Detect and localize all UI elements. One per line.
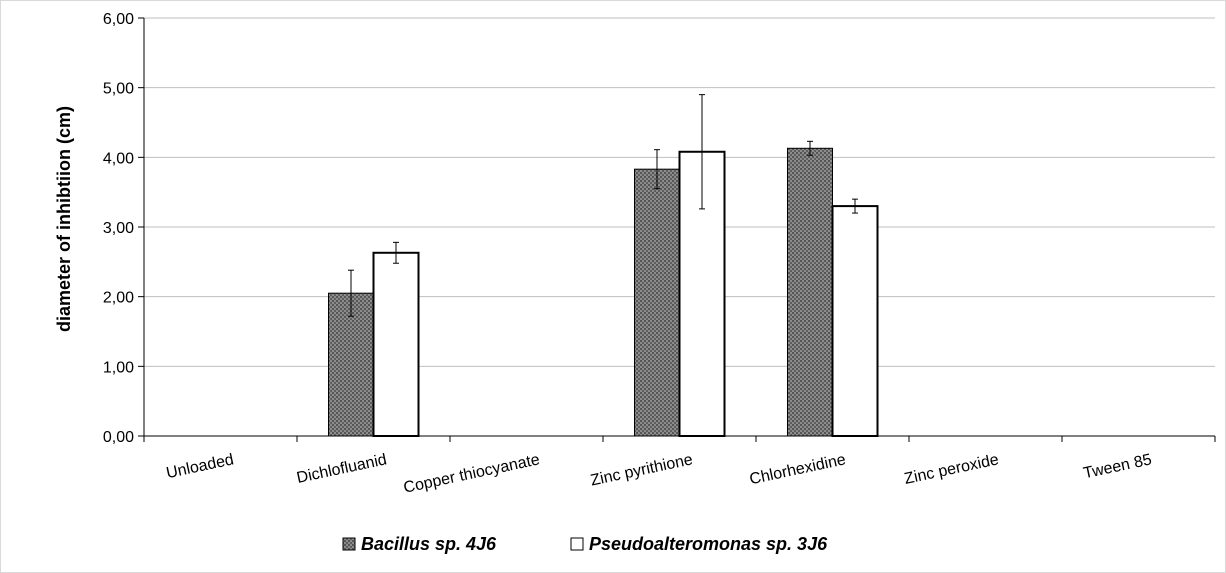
legend-label-pseudoalteromonas: Pseudoalteromonas sp. 3J6 [589, 534, 828, 554]
y-tick-label: 6,00 [103, 11, 134, 28]
legend-label-bacillus: Bacillus sp. 4J6 [361, 534, 497, 554]
y-tick-label: 2,00 [103, 290, 134, 307]
y-tick-label: 0,00 [103, 429, 134, 446]
y-tick-label: 1,00 [103, 359, 134, 376]
bar-pseudoalteromonas-4 [831, 205, 879, 437]
y-tick-label: 3,00 [103, 220, 134, 237]
bar-bacillus-4 [787, 147, 833, 437]
y-tick-label: 5,00 [103, 81, 134, 98]
y-axis-title: diameter of inhibtiion (cm) [54, 106, 74, 332]
bar-pseudoalteromonas-1 [372, 251, 420, 437]
bar-bacillus-3 [634, 168, 680, 437]
legend-swatch-bacillus [342, 537, 356, 551]
legend-swatch-pseudoalteromonas [570, 537, 584, 551]
y-tick-label: 4,00 [103, 150, 134, 167]
